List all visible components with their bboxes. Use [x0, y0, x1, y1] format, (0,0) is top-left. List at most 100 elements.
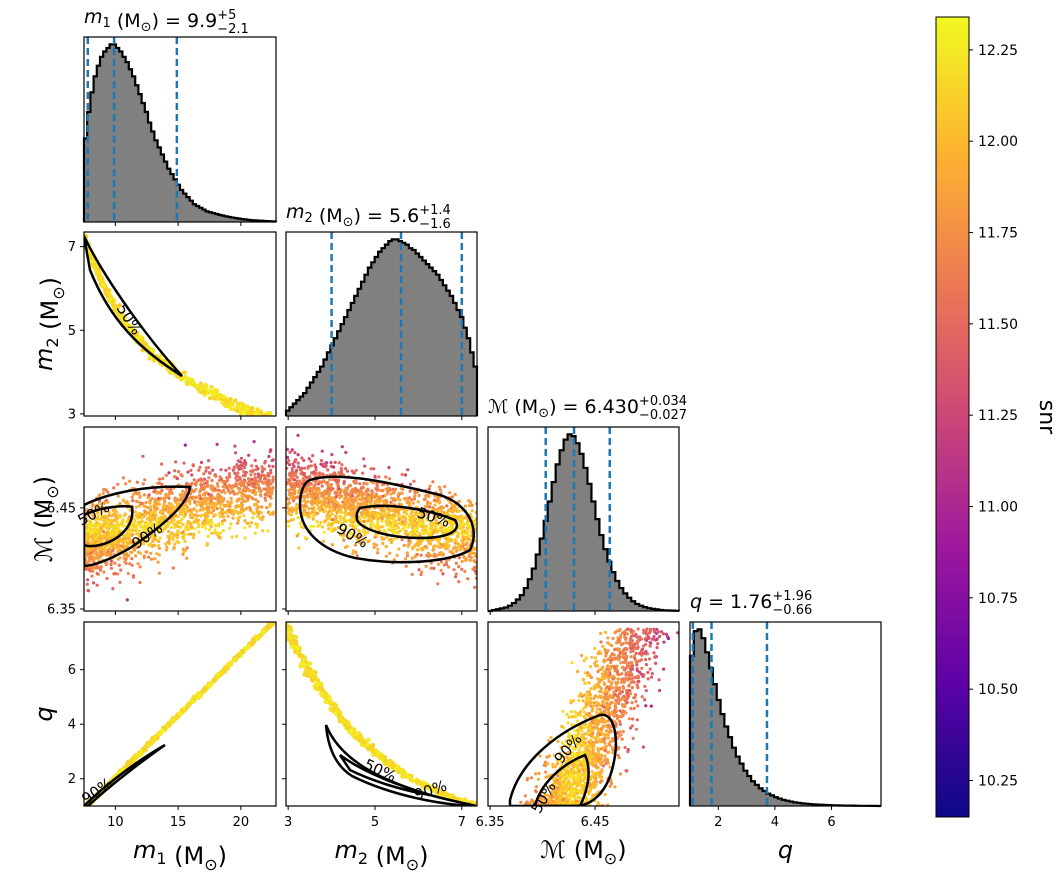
sample-point: [213, 528, 217, 532]
sample-point: [142, 528, 146, 532]
sample-point: [169, 525, 173, 530]
sample-point: [193, 527, 197, 531]
sample-point: [267, 473, 271, 477]
sample-point: [241, 493, 245, 497]
sample-point: [380, 517, 384, 521]
sample-point: [141, 482, 145, 486]
sample-point: [183, 526, 187, 530]
sample-point: [423, 497, 427, 501]
sample-point: [332, 498, 336, 502]
sample-point: [343, 512, 348, 517]
sample-point: [116, 482, 120, 486]
sample-point: [416, 514, 420, 518]
sample-point: [185, 556, 189, 560]
sample-point: [99, 540, 103, 544]
sample-point: [234, 451, 238, 455]
sample-point: [138, 334, 144, 340]
sample-point: [238, 487, 242, 491]
sample-point: [155, 552, 159, 556]
sample-point: [458, 526, 463, 530]
sample-point: [326, 496, 330, 500]
sample-point: [320, 449, 324, 453]
sample-point: [117, 303, 122, 308]
sample-point: [251, 638, 256, 644]
sample-point: [336, 505, 340, 509]
sample-point: [447, 526, 451, 530]
sample-point: [460, 559, 464, 564]
sample-point: [177, 470, 181, 474]
sample-point: [96, 514, 100, 518]
sample-point: [402, 528, 406, 532]
sample-point: [434, 525, 438, 530]
sample-point: [338, 496, 342, 500]
sample-point: [352, 512, 356, 516]
sample-point: [132, 524, 136, 529]
sample-point: [263, 480, 267, 484]
sample-point: [147, 356, 152, 361]
sample-point: [253, 531, 257, 535]
sample-point: [319, 458, 324, 463]
sample-point: [236, 492, 240, 496]
sample-point: [463, 556, 467, 560]
sample-point: [190, 473, 194, 477]
sample-point: [373, 495, 377, 499]
sample-point: [339, 466, 343, 471]
sample-point: [360, 519, 364, 523]
sample-point: [174, 460, 178, 464]
sample-point: [201, 521, 205, 526]
sample-point: [366, 492, 370, 496]
sample-point: [225, 476, 229, 480]
sample-point: [263, 492, 267, 497]
sample-point: [138, 504, 142, 508]
sample-point: [119, 568, 123, 572]
sample-point: [477, 803, 482, 808]
sample-point: [209, 499, 213, 503]
sample-point: [157, 496, 161, 500]
sample-point: [261, 529, 265, 533]
sample-point: [457, 580, 461, 584]
sample-point: [324, 490, 328, 494]
sample-point: [200, 501, 204, 505]
sample-point: [407, 496, 412, 500]
sample-point: [266, 529, 270, 533]
sample-point: [469, 501, 473, 505]
sample-point: [106, 500, 110, 504]
sample-point: [319, 520, 323, 525]
sample-point: [205, 542, 209, 546]
sample-point: [164, 548, 169, 552]
sample-point: [123, 764, 128, 770]
panel-mc-vs-m2: [286, 433, 477, 589]
sample-point: [459, 514, 463, 518]
sample-point: [190, 495, 194, 499]
sample-point: [462, 525, 466, 529]
sample-point: [369, 467, 373, 471]
sample-point: [436, 582, 440, 586]
sample-point: [179, 493, 183, 497]
sample-point: [387, 510, 391, 514]
sample-point: [445, 504, 449, 508]
sample-point: [131, 575, 135, 579]
sample-point: [402, 543, 406, 548]
sample-point: [186, 532, 190, 536]
sample-point: [97, 536, 101, 541]
sample-point: [190, 513, 194, 517]
sample-point: [407, 514, 411, 518]
sample-point: [465, 522, 469, 527]
sample-point: [307, 507, 311, 511]
sample-point: [125, 519, 129, 524]
sample-point: [303, 504, 307, 508]
sample-point: [438, 488, 443, 492]
sample-point: [391, 508, 395, 512]
sample-point: [105, 553, 109, 557]
sample-point: [454, 507, 459, 511]
sample-point: [414, 517, 418, 521]
sample-point: [113, 540, 118, 544]
sample-point: [302, 471, 306, 475]
sample-point: [130, 533, 134, 537]
sample-point: [160, 516, 164, 520]
sample-point: [181, 509, 185, 514]
sample-point: [211, 485, 215, 489]
sample-point: [387, 528, 391, 532]
sample-point: [228, 661, 233, 666]
sample-point: [132, 492, 136, 496]
